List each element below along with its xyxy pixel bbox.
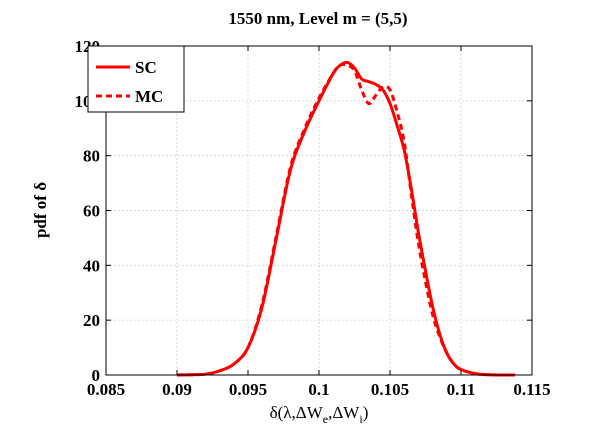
y-tick-label: 80: [83, 147, 100, 166]
legend-label-mc: MC: [135, 87, 163, 106]
series-line-sc: [176, 60, 515, 377]
legend: SC MC: [87, 45, 185, 113]
x-tick-label: 0.115: [513, 380, 550, 399]
y-tick-label: 0: [92, 366, 101, 385]
y-tick-label: 60: [83, 202, 100, 221]
y-axis-label: pdf of δ: [31, 182, 50, 238]
legend-label-sc: SC: [135, 58, 157, 77]
plot-area: [176, 60, 515, 377]
x-tick-label: 0.085: [87, 380, 125, 399]
axes-ticks: 0.085 0.09 0.095 0.1 0.105 0.11 0.115 0 20 40 60 80…: [75, 37, 551, 399]
series-line-mc: [176, 62, 515, 377]
y-tick-label: 40: [83, 256, 100, 275]
x-tick-label: 0.09: [162, 380, 192, 399]
x-tick-label: 0.105: [371, 380, 409, 399]
y-tick-label: 20: [83, 311, 100, 330]
x-tick-label: 0.095: [229, 380, 267, 399]
x-tick-label: 0.1: [308, 380, 329, 399]
chart-title: 1550 nm, Level m = (5,5): [228, 9, 407, 28]
legend-box: [87, 45, 185, 113]
x-tick-label: 0.11: [447, 380, 476, 399]
x-axis-label: δ(λ,ΔWe,ΔWi): [270, 403, 369, 426]
